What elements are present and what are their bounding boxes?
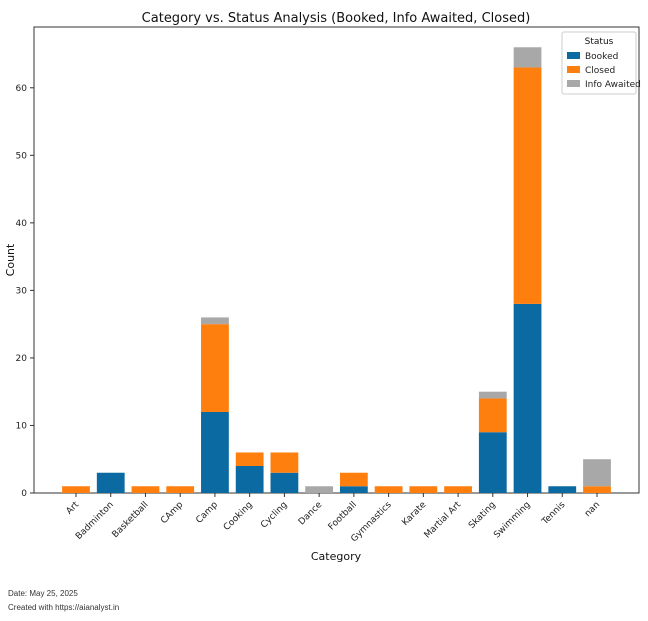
bar-booked xyxy=(478,432,507,493)
bar-info-awaited xyxy=(513,47,542,68)
bar-closed xyxy=(235,452,264,466)
x-tick-label: Swimming xyxy=(492,500,532,540)
footer-created-with: Created with https://aianalyst.in xyxy=(8,603,120,612)
bar-booked xyxy=(548,486,577,493)
bar-closed xyxy=(62,486,90,493)
bar-closed xyxy=(131,486,160,493)
bar-booked xyxy=(513,303,542,493)
x-tick-label: Karate xyxy=(400,500,428,528)
x-axis-label: Category xyxy=(311,550,362,563)
legend-swatch xyxy=(567,80,580,87)
x-tick-label: Martial Art xyxy=(423,500,464,541)
y-axis: 0 10 20 30 40 50 60 xyxy=(16,84,34,499)
y-tick-label: 30 xyxy=(16,286,28,296)
bar-info-awaited xyxy=(478,391,507,399)
legend-label: Info Awaited xyxy=(585,80,641,90)
x-tick-label: Tennis xyxy=(540,500,568,528)
bar-info-awaited xyxy=(305,486,334,493)
bars-layer xyxy=(62,47,611,493)
chart-title: Category vs. Status Analysis (Booked, In… xyxy=(142,11,531,26)
legend-label: Closed xyxy=(585,66,615,76)
y-tick-label: 20 xyxy=(16,354,28,364)
x-tick-label: Skating xyxy=(467,500,498,531)
bar-booked xyxy=(235,465,264,493)
x-tick-label: nan xyxy=(583,500,602,519)
y-tick-label: 50 xyxy=(16,151,28,161)
x-tick-label: Basketball xyxy=(111,500,151,540)
legend-swatch xyxy=(567,52,580,59)
y-tick-label: 40 xyxy=(16,219,28,229)
y-tick-label: 0 xyxy=(21,489,27,499)
bar-info-awaited xyxy=(583,459,611,487)
legend-title: Status xyxy=(585,37,614,47)
bar-booked xyxy=(96,472,125,493)
x-tick-label: Camp xyxy=(194,500,220,526)
legend-box xyxy=(561,31,637,95)
x-tick-label: Football xyxy=(327,500,359,532)
y-axis-label: Count xyxy=(4,243,17,276)
x-tick-label: Cycling xyxy=(259,500,289,530)
bar-closed xyxy=(270,452,299,473)
bar-closed xyxy=(339,472,368,487)
bar-closed xyxy=(478,398,507,433)
legend-swatch xyxy=(567,66,580,73)
legend: Status Booked Closed Info Awaited xyxy=(561,31,641,95)
bar-closed xyxy=(409,486,438,493)
y-tick-label: 10 xyxy=(16,421,28,431)
bar-closed xyxy=(583,486,611,493)
x-tick-label: Art xyxy=(65,500,82,517)
x-tick-label: CAmp xyxy=(159,500,185,526)
bar-closed xyxy=(444,486,472,493)
stacked-bar-chart: Category vs. Status Analysis (Booked, In… xyxy=(4,11,641,563)
x-tick-label: Cooking xyxy=(222,500,255,533)
bar-closed xyxy=(166,486,195,493)
bar-info-awaited xyxy=(201,317,229,325)
x-tick-label: Dance xyxy=(297,500,325,528)
bar-closed xyxy=(513,67,542,304)
bar-booked xyxy=(339,486,368,493)
y-tick-label: 60 xyxy=(16,84,28,94)
bar-booked xyxy=(270,472,299,493)
plot-area-frame xyxy=(33,26,640,494)
bar-closed xyxy=(374,486,403,493)
bar-closed xyxy=(201,324,229,412)
footer-date: Date: May 25, 2025 xyxy=(8,589,78,598)
legend-label: Booked xyxy=(585,52,618,62)
bar-booked xyxy=(201,411,229,493)
